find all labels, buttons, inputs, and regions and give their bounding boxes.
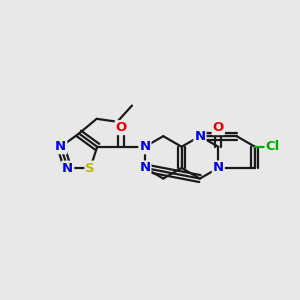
Text: N: N [62,162,73,175]
Text: O: O [116,121,127,134]
Text: S: S [85,162,95,175]
Text: N: N [213,161,224,175]
Text: N: N [194,130,206,143]
Text: N: N [139,140,151,153]
Text: N: N [139,161,151,175]
Text: O: O [213,121,224,134]
Text: Cl: Cl [266,140,280,153]
Text: N: N [55,140,66,153]
